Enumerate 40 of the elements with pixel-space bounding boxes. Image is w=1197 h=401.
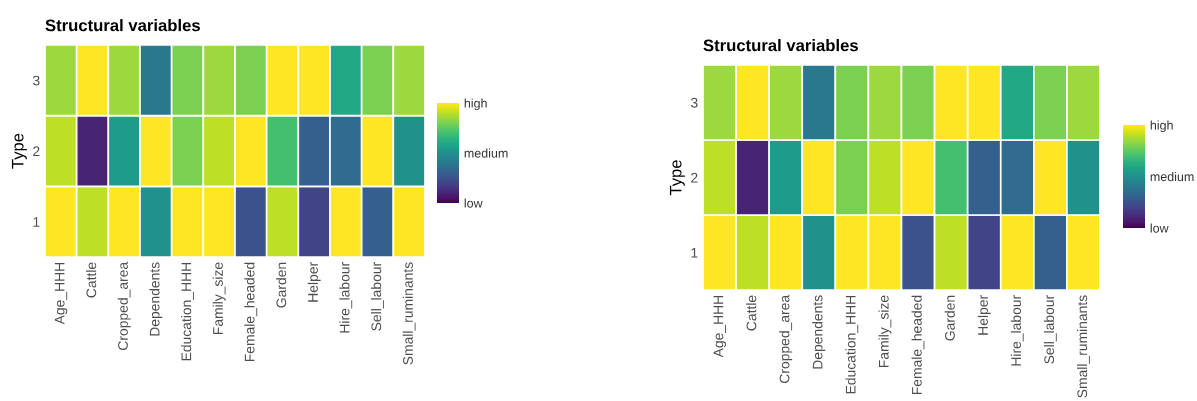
- y-axis-title: Type: [669, 160, 685, 196]
- color-bar-label: low: [464, 198, 483, 208]
- y-tick-label: 2: [33, 146, 40, 157]
- y-tick-label: 2: [691, 172, 698, 183]
- x-tick-label: Hire_labour: [339, 262, 353, 333]
- x-tick-label: Dependents: [149, 262, 163, 336]
- x-tick-label: Dependents: [812, 295, 826, 369]
- x-tick-label: Helper: [307, 262, 321, 302]
- color-bar-label: low: [1150, 223, 1169, 233]
- y-tick-label: 3: [690, 97, 698, 108]
- x-tick-label: Hire_labour: [1010, 295, 1024, 366]
- color-bar-label: medium: [1150, 171, 1194, 182]
- x-tick-label: Garden: [944, 295, 955, 341]
- color-bar-label: high: [1150, 120, 1173, 133]
- x-tick-label: Small_ruminants: [402, 262, 416, 365]
- x-tick-label: Garden: [276, 262, 287, 308]
- y-tick-label: 1: [33, 217, 40, 227]
- chart-title: Structural variables: [45, 19, 200, 32]
- x-tick-label: Small_ruminants: [1076, 295, 1090, 398]
- y-axis-title: Type: [11, 133, 27, 169]
- x-tick-label: Cattle: [746, 295, 757, 331]
- chart-title: Structural variables: [703, 39, 858, 52]
- x-tick-label: Cropped_area: [117, 261, 131, 350]
- x-tick-label: Education_HHH: [845, 295, 859, 394]
- x-tick-label: Cattle: [86, 262, 97, 298]
- x-tick-label: Female_headed: [911, 295, 925, 395]
- x-tick-label: Age_HHH: [713, 295, 727, 358]
- x-tick-label: Family_size: [212, 262, 226, 335]
- y-tick-label: 1: [691, 247, 698, 258]
- x-tick-label: Family_size: [878, 295, 892, 368]
- color-bar-label: medium: [464, 148, 508, 158]
- x-tick-label: Cropped_area: [779, 294, 793, 383]
- x-tick-label: Sell_labour: [1043, 295, 1057, 364]
- y-tick-label: 3: [32, 75, 40, 86]
- x-tick-label: Education_HHH: [181, 262, 194, 361]
- x-tick-label: Age_HHH: [54, 262, 68, 325]
- x-tick-label: Female_headed: [244, 262, 258, 362]
- color-bar-label: high: [464, 98, 487, 111]
- x-tick-label: Sell_labour: [371, 262, 384, 331]
- x-tick-label: Helper: [977, 295, 991, 335]
